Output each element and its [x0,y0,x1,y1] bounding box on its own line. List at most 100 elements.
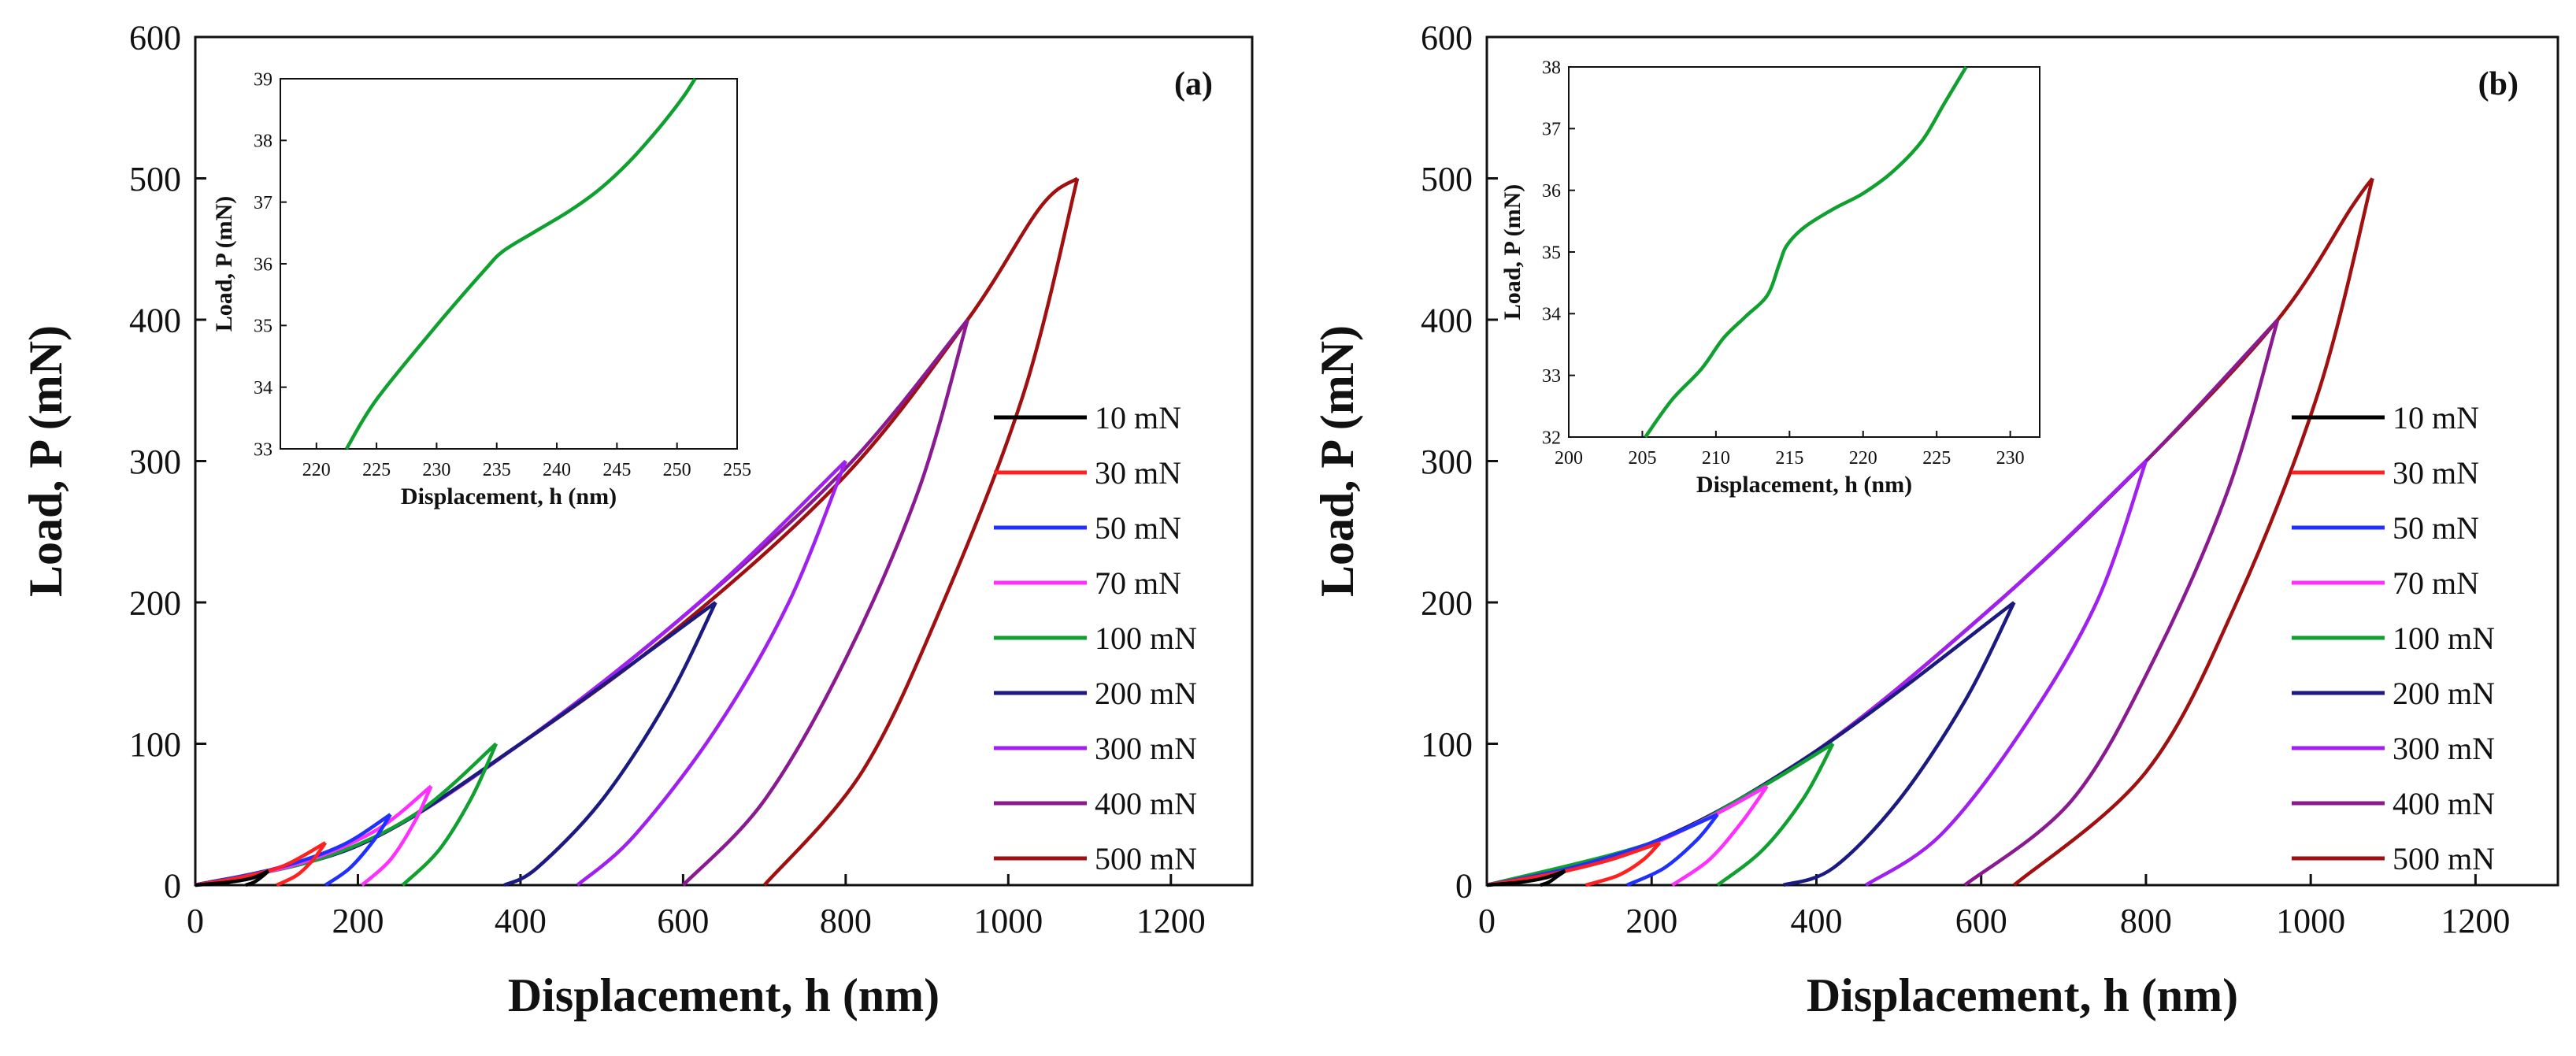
panel-b-series-unloading-400mn [1963,319,2280,887]
panel-b-series-unloading-30mn [1585,841,1662,887]
panel-b-legend: 10 mN 30 mN 50 mN 70 mN 100 mN 200 mN 300 mN 40… [2292,400,2495,876]
panel-b-inset-xtick-label: 200 [1555,448,1583,469]
panel-b-legend-label: 500 mN [2393,841,2495,876]
panel-a-legend-label: 50 mN [1095,510,1181,546]
panel-b-series-loading-100mn [1486,742,1834,887]
panel-b-ytick-label: 200 [1421,584,1473,622]
panel-a-series-unloading-50mn [324,813,392,887]
panel-a-legend-label: 200 mN [1095,676,1197,711]
panel-b-inset-xtick-label: 225 [1922,448,1951,469]
panel-a-inset-background [217,71,753,528]
panel-a-series-unloading-70mn [361,785,433,887]
panel-a-y-axis-title: Load, P (mN) [20,325,72,597]
panel-b-label: (b) [2478,66,2519,102]
panel-b-inset-ytick-label: 35 [1542,243,1561,263]
panel-b-xtick-label: 0 [1478,902,1496,940]
panel-a-axes: 0 200 400 600 800 1000 1200 0 100 200 300 400 500 600… [20,18,1254,1021]
panel-b-inset-ytick-label: 37 [1542,120,1561,140]
panel-a-series-group [195,176,1080,887]
panel-a-legend-label: 30 mN [1095,455,1181,491]
panel-b-inset-y-axis-title: Load, P (mN) [1499,184,1525,321]
panel-b-inset-x-axis-title: Displacement, h (nm) [1696,472,1912,498]
panel-a-series-loading-50mn [195,813,392,887]
panel-a-inset-ytick-label: 38 [254,132,272,152]
panel-b-series-unloading-300mn [1864,460,2148,887]
panel-b-series-unloading-70mn [1671,785,1769,887]
panel-a-inset-xtick-label: 250 [663,460,691,480]
panel-b-inset-xtick-label: 230 [1996,448,2025,469]
panel-b-inset-curve [1644,65,1968,439]
panel-a-legend-label: 300 mN [1095,731,1197,766]
panel-b-axes: 0 200 400 600 800 1000 1200 0 100 200 300 400 500 600… [1311,18,2559,1021]
panel-a-inset-ytick-label: 39 [254,69,272,90]
panel-b-series-unloading-10mn [1540,869,1566,887]
panel-b-ytick-label: 300 [1421,443,1473,481]
panel-b-series-unloading-200mn [1782,601,2016,887]
panel-b-inset-ytick-label: 33 [1542,366,1561,387]
panel-b-inset-xtick-label: 215 [1775,448,1803,469]
panel-a-legend-label: 70 mN [1095,565,1181,601]
panel-b-inset-ytick-label: 32 [1542,428,1561,448]
panel-b-series-unloading-50mn [1625,813,1719,887]
panel-a-label: (a) [1174,66,1213,102]
panel-a-series-loading-10mn [195,869,269,887]
panel-a-ytick-label: 400 [129,301,181,339]
panel-a-ytick-label: 300 [129,443,181,481]
panel-b-xtick-label: 800 [2120,902,2172,940]
panel-a-xtick-label: 400 [495,902,547,940]
panel-a-xtick-label: 1200 [1136,902,1206,940]
panel-a-series-unloading-200mn [503,602,717,887]
panel-b-inset-ytick-label: 36 [1542,181,1561,202]
panel-b-inset-background [1506,59,2055,516]
panel-a-inset-xtick-label: 230 [422,460,450,480]
panel-b-legend-label: 100 mN [2393,621,2495,656]
panel-a-x-axis-title: Displacement, h (nm) [508,969,940,1021]
panel-b-ytick-label: 0 [1455,866,1473,905]
panel-b-legend-label: 200 mN [2393,676,2495,711]
panel-a-xtick-label: 600 [657,902,709,940]
panel-a-ytick-label: 500 [129,160,181,198]
panel-a-xtick-label: 0 [187,902,204,940]
panel-a-inset-x-axis-title: Displacement, h (nm) [401,484,617,509]
panel-b-inset-ytick-label: 34 [1542,305,1561,325]
panel-b-ytick-label: 100 [1421,725,1473,764]
panel-a-inset-xtick-label: 220 [302,460,331,480]
panel-b-inset-xtick-label: 205 [1628,448,1656,469]
panel-a-series-unloading-10mn [245,869,270,887]
panel-a-legend-label: 500 mN [1095,841,1197,876]
panel-b-legend-label: 10 mN [2393,400,2479,435]
panel-b-xtick-label: 1200 [2441,902,2510,940]
panel-b-xtick-label: 400 [1790,902,1842,940]
panel-b-xtick-label: 1000 [2276,902,2345,940]
panel-b-ytick-label: 600 [1421,18,1473,57]
panel-b-x-axis-title: Displacement, h (nm) [1807,969,2238,1021]
panel-a-inset-ytick-label: 35 [254,317,272,337]
panel-b-ytick-label: 500 [1421,160,1473,198]
panel-a-series-loading-200mn [195,601,717,887]
panel-b-series-loading-10mn [1486,869,1566,887]
panel-a-inset-y-axis-title: Load, P (mN) [211,196,237,332]
panel-a-inset-ytick-label: 33 [254,439,272,460]
panel-a-ytick-label: 0 [164,866,181,905]
panel-a-legend-label: 400 mN [1095,786,1197,821]
panel-a-inset-xtick-label: 240 [543,460,571,480]
panel-b-legend-label: 400 mN [2393,786,2495,821]
panel-a-xtick-label: 200 [332,902,384,940]
panel-a-ytick-label: 600 [129,18,181,57]
panel-a-inset-ytick-label: 37 [254,193,272,213]
panel-a-xtick-label: 800 [820,902,872,940]
panel-b-series-loading-50mn [1486,813,1718,887]
panel-b-legend-label: 50 mN [2393,510,2479,546]
panel-b-legend-label: 30 mN [2393,455,2479,491]
panel-b-inset-xtick-label: 210 [1702,448,1730,469]
panel-b-inset-axes: 200 205 210 215 220 225 230 32 33 34 35 36 37 38 Displ… [1499,57,2040,498]
panel-b-series-loading-300mn [1486,459,2148,887]
panel-a-inset-ytick-label: 36 [254,254,272,275]
panel-a-inset-xtick-label: 225 [362,460,391,480]
panel-b-xtick-label: 600 [1955,902,2007,940]
panel-a-series-unloading-30mn [276,841,328,887]
panel-b-y-axis-title: Load, P (mN) [1311,325,1363,597]
panel-b-inset-xtick-label: 220 [1849,448,1877,469]
panel-a-inset-axes: 220 225 230 235 240 245 250 255 33 34 35 36 37 38 39 Di… [211,69,751,509]
